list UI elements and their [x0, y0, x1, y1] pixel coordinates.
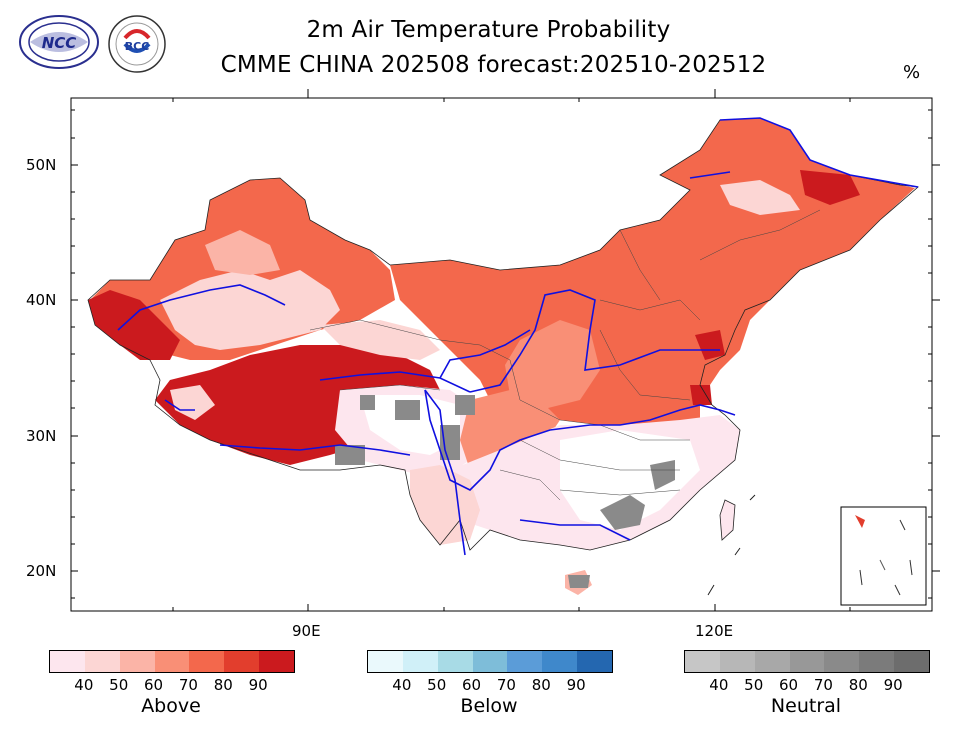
ncc-logo: NCC	[18, 14, 100, 70]
neutral-patches	[335, 395, 675, 588]
bcc-logo: BCC	[107, 14, 167, 74]
colorbar-above-level-label: 70	[178, 676, 198, 694]
colorbar-above-cell	[50, 651, 85, 672]
region-northeast-light	[720, 180, 800, 215]
colorbar-below	[367, 650, 613, 673]
rivers	[117, 117, 919, 556]
colorbar-below-level-label: 90	[566, 676, 586, 694]
colorbar-below-cell	[577, 651, 613, 672]
colorbar-above-level-label: 50	[109, 676, 129, 694]
colorbar-neutral-level-label: 70	[813, 676, 833, 694]
colorbar-above-cell	[119, 651, 155, 672]
lat-label-50n: 50N	[26, 156, 57, 174]
colorbar-neutral-level-label: 80	[848, 676, 868, 694]
ncc-logo-text: NCC	[42, 34, 77, 52]
region-northeast-red	[800, 170, 860, 205]
region-tibet-light	[170, 385, 215, 420]
colorbar-above-cell	[84, 651, 120, 672]
colorbar-neutral-cell	[754, 651, 790, 672]
lon-label-120e: 120E	[695, 622, 734, 640]
bcc-logo-text: BCC	[125, 40, 150, 53]
region-central-white	[360, 395, 460, 455]
title-line-2: CMME CHINA 202508 forecast:202510-202512	[220, 52, 767, 78]
colorbar-below-level-label: 50	[427, 676, 447, 694]
title-line-1: 2m Air Temperature Probability	[306, 17, 671, 43]
region-shandong-red	[695, 330, 725, 360]
colorbar-below-level-label: 40	[392, 676, 412, 694]
region-tarim-light	[160, 270, 340, 350]
unit-label: %	[903, 62, 921, 83]
region-jiangsu-red	[690, 385, 712, 405]
lat-label-20n: 20N	[26, 562, 57, 580]
region-dzungaria-light	[205, 230, 280, 275]
colorbar-neutral	[684, 650, 930, 673]
colorbar-neutral-level-label: 60	[779, 676, 799, 694]
province-borders	[309, 209, 821, 501]
colorbar-neutral-cell	[894, 651, 930, 672]
colorbar-neutral-cell	[685, 651, 720, 672]
colorbar-above-cell	[259, 651, 295, 672]
colorbar-above-title: Above	[141, 695, 201, 717]
china-border	[87, 117, 919, 551]
region-qinghai-light	[320, 320, 440, 360]
colorbar-above	[49, 650, 295, 673]
colorbar-below-title: Below	[460, 695, 518, 717]
colorbar-neutral-level-label: 90	[883, 676, 903, 694]
colorbar-above-level-label: 80	[213, 676, 233, 694]
colorbar-above-level-label: 90	[248, 676, 268, 694]
colorbar-neutral-cell	[824, 651, 860, 672]
region-yunnan	[410, 465, 480, 545]
colorbar-neutral-cell	[859, 651, 895, 672]
colorbar-above-level-label: 60	[144, 676, 164, 694]
colorbar-neutral-title: Neutral	[770, 695, 842, 717]
colorbar-below-cell	[507, 651, 543, 672]
colorbar-above-level-label: 40	[74, 676, 94, 694]
colorbar-below-cell	[542, 651, 578, 672]
region-southeast-white	[560, 430, 700, 530]
colorbar-below-level-label: 80	[531, 676, 551, 694]
colorbar-above-cell	[224, 651, 260, 672]
axis-ticks	[71, 89, 940, 611]
taiwan	[719, 499, 736, 541]
region-xinjiang-west-red	[88, 290, 180, 360]
colorbar-below-cell	[368, 651, 403, 672]
colorbar-neutral-level-label: 50	[744, 676, 764, 694]
lon-label-90e: 90E	[292, 622, 321, 640]
lat-label-30n: 30N	[26, 427, 57, 445]
colorbar-neutral-cell	[789, 651, 825, 672]
colorbar-below-level-label: 70	[496, 676, 516, 694]
colorbar-neutral-cell	[719, 651, 755, 672]
colorbar-below-cell	[437, 651, 473, 672]
colorbar-neutral-level-label: 40	[709, 676, 729, 694]
lat-label-40n: 40N	[26, 291, 57, 309]
colorbar-above-cell	[154, 651, 190, 672]
shading-layer	[88, 118, 915, 595]
colorbar-below-level-label: 60	[462, 676, 482, 694]
colorbar-below-cell	[402, 651, 438, 672]
south-china-sea-inset	[840, 506, 927, 606]
colorbar-above-cell	[189, 651, 225, 672]
region-central-orange	[505, 320, 600, 410]
colorbar-below-cell	[472, 651, 508, 672]
